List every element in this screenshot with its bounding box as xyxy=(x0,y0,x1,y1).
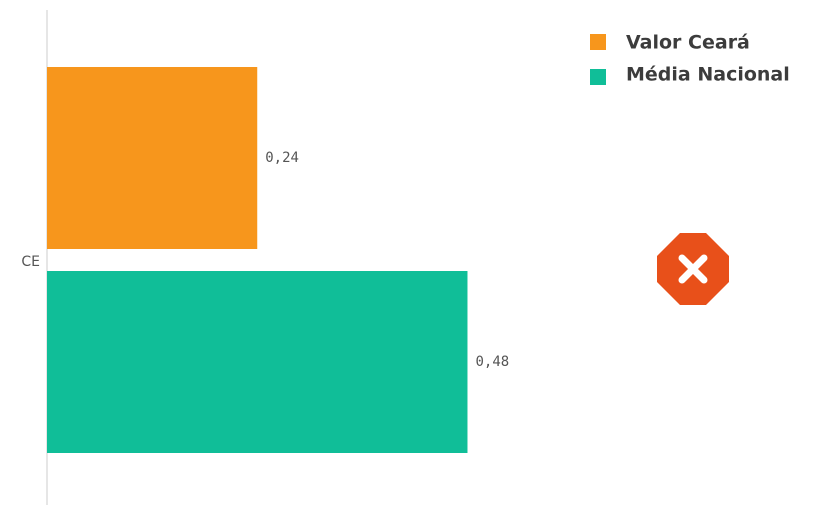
legend-marker xyxy=(590,69,606,85)
legend-label: Valor Ceará xyxy=(626,32,750,54)
legend-label: Média Nacional xyxy=(626,64,790,86)
y-tick-label: CE xyxy=(21,254,40,270)
error-icon xyxy=(657,233,729,305)
bar xyxy=(47,271,468,453)
value-label: 0,48 xyxy=(475,354,509,370)
legend-marker xyxy=(590,34,606,50)
bar xyxy=(47,67,258,249)
value-label: 0,24 xyxy=(265,150,299,166)
